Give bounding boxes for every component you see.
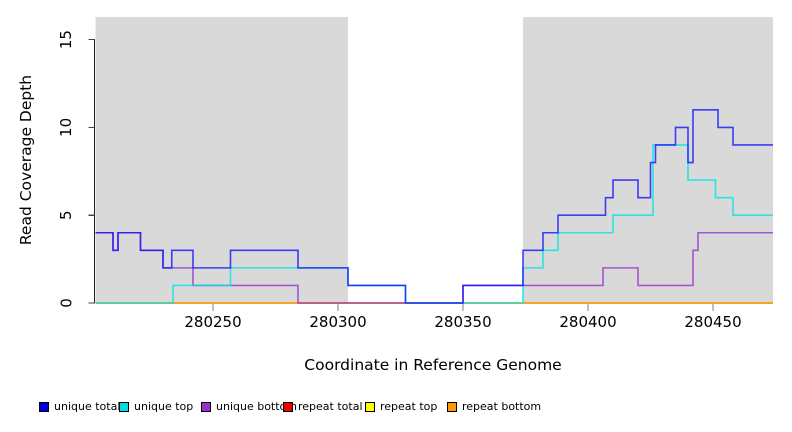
legend: unique total unique top unique bottom repea… [0,400,792,420]
legend-swatch-repeat-bottom [447,402,457,412]
legend-swatch-unique-total [39,402,49,412]
y-tick-label: 5 [57,210,75,220]
axes: 0 5 10 15 280250 280300 280350 280400 280450 [57,30,741,331]
legend-swatch-unique-top [119,402,129,412]
covered-region-band [523,17,773,304]
legend-item-repeat-top: repeat top [365,400,437,414]
legend-label: repeat bottom [462,400,542,413]
legend-item-unique-top: unique top [119,400,193,414]
legend-swatch-unique-bottom [201,402,211,412]
legend-label: repeat total [298,400,363,413]
y-axis-title: Read Coverage Depth [17,75,35,245]
y-tick-label: 0 [57,298,75,308]
series-line-unique-total [95,109,773,304]
legend-item-unique-total: unique total [39,400,120,414]
legend-item-repeat-bottom: repeat bottom [447,400,541,414]
x-tick-label: 280400 [559,313,616,331]
legend-label: unique bottom [216,400,298,413]
x-tick-label: 280300 [309,313,366,331]
covered-region-band [95,17,348,304]
legend-label: unique total [54,400,121,413]
legend-swatch-repeat-total [283,402,293,412]
legend-label: unique top [134,400,194,413]
legend-label: repeat top [380,400,438,413]
x-axis-title: Coordinate in Reference Genome [304,356,561,374]
x-tick-label: 280450 [684,313,741,331]
legend-swatch-repeat-top [365,402,375,412]
y-tick-label: 10 [57,118,75,137]
legend-item-unique-bottom: unique bottom [201,400,297,414]
legend-item-repeat-total: repeat total [283,400,363,414]
x-tick-label: 280250 [184,313,241,331]
coverage-series-lines [95,109,773,304]
covered-region-bands [95,17,773,304]
y-tick-label: 15 [57,30,75,49]
series-line-unique-top [95,144,773,304]
x-tick-label: 280350 [434,313,491,331]
